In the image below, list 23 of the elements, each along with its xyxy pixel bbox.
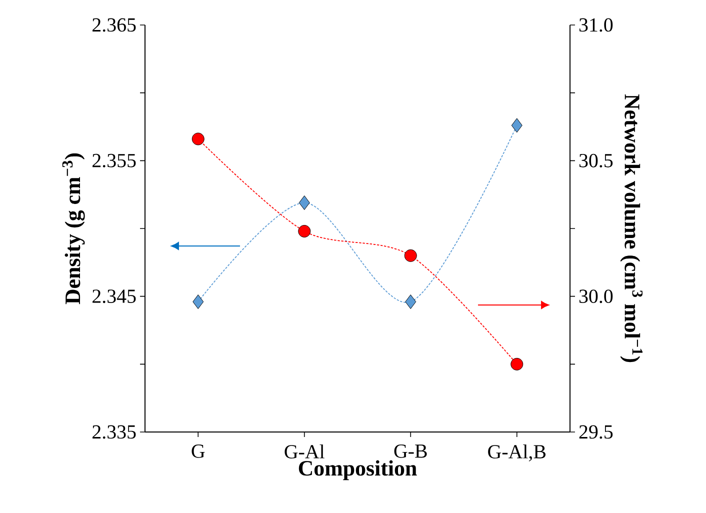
point — [192, 294, 204, 310]
point — [510, 358, 524, 370]
y-axis-title: Density (g cm$^{−3}$) — [62, 153, 85, 304]
y2-tick-label: 29.5 — [579, 425, 613, 439]
y-tick-label: 2.355 — [92, 154, 136, 168]
y2-tick-label: 30.5 — [579, 154, 613, 168]
y2-axis-title: Network volume (cm$^{3}$ mol$^{−1}$) — [620, 94, 643, 362]
y-tick-label: 2.365 — [92, 18, 136, 32]
point — [298, 224, 311, 238]
y-tick-label: 2.345 — [92, 290, 136, 304]
y2-tick-label: 30.0 — [579, 290, 613, 304]
point — [298, 195, 310, 210]
x-axis-title: Composition — [298, 460, 417, 480]
x-tick-label: G-B — [394, 444, 427, 458]
point — [405, 294, 416, 310]
y-tick-label: 2.335 — [92, 425, 136, 439]
x-tick-label: G — [192, 444, 205, 458]
x-tick-label: G-Al — [284, 444, 324, 458]
point — [404, 249, 417, 262]
point — [511, 118, 522, 133]
y2-tick-label: 31.0 — [579, 18, 613, 32]
x-tick-label: G-Al,B — [488, 444, 546, 462]
point — [192, 132, 204, 146]
